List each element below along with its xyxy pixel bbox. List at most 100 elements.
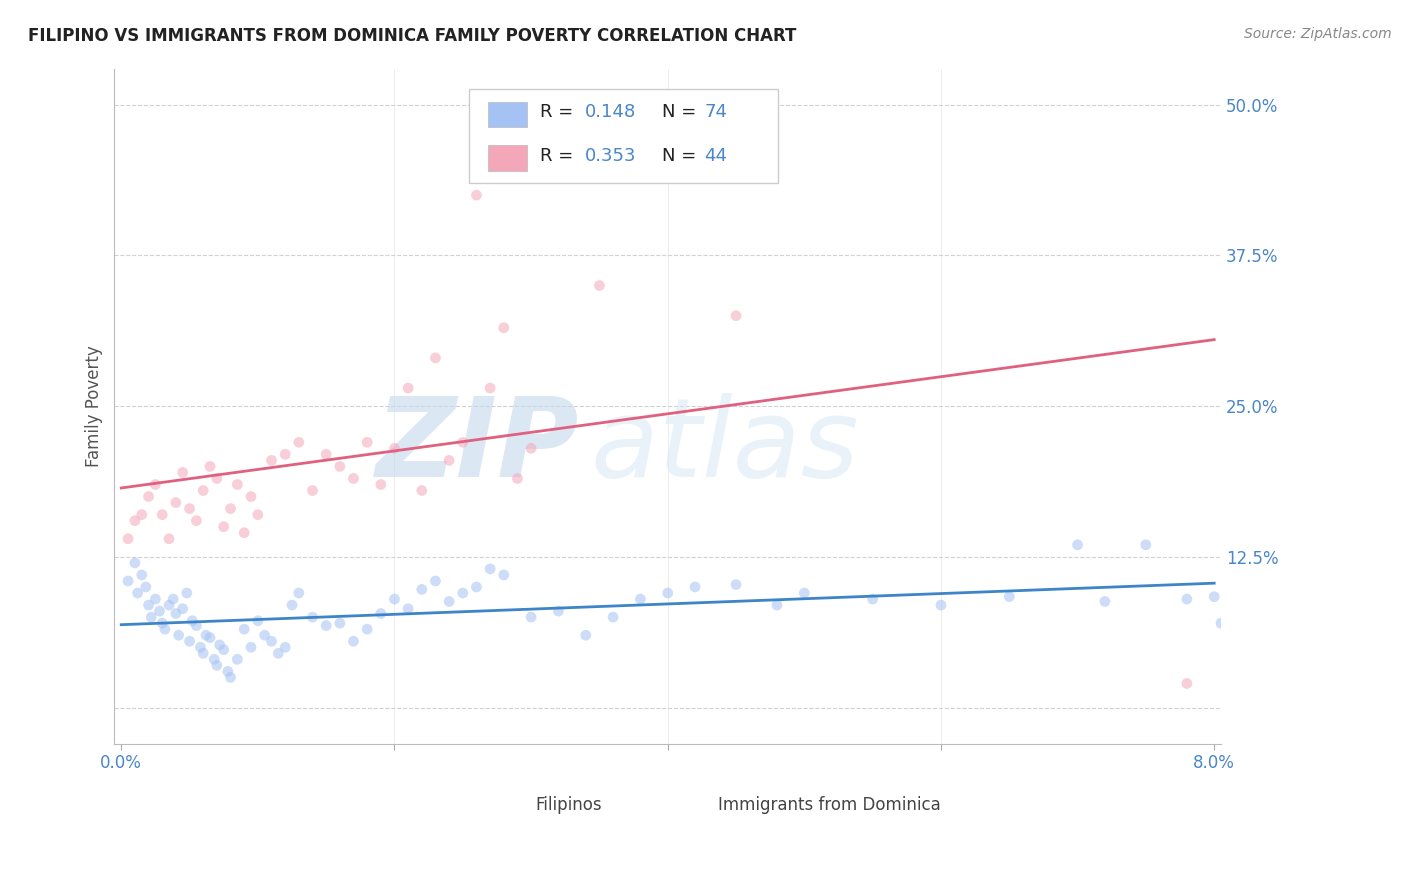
Point [520, 442, 543, 456]
Point [766, 598, 789, 612]
Point [396, 381, 419, 395]
Text: N =: N = [662, 103, 702, 121]
Point [451, 586, 474, 600]
Point [165, 495, 187, 509]
Point [506, 471, 529, 485]
Point [226, 477, 249, 491]
Point [1209, 616, 1232, 631]
Point [167, 628, 190, 642]
Point [190, 640, 212, 655]
Point [186, 618, 208, 632]
Point [342, 471, 364, 485]
Point [370, 607, 392, 621]
Point [212, 642, 235, 657]
Point [411, 582, 433, 597]
Bar [685, 791, 709, 811]
Point [1135, 538, 1157, 552]
Point [260, 453, 283, 467]
Point [217, 665, 239, 679]
Bar [488, 145, 527, 171]
Point [233, 525, 256, 540]
Point [425, 351, 447, 365]
Text: FILIPINO VS IMMIGRANTS FROM DOMINICA FAMILY POVERTY CORRELATION CHART: FILIPINO VS IMMIGRANTS FROM DOMINICA FAM… [28, 27, 796, 45]
Point [186, 514, 208, 528]
Bar [488, 102, 527, 128]
Point [315, 618, 337, 632]
Point [425, 574, 447, 588]
Point [127, 586, 149, 600]
Point [150, 616, 173, 631]
Point [683, 580, 706, 594]
Point [301, 483, 323, 498]
Point [274, 640, 297, 655]
Text: Source: ZipAtlas.com: Source: ZipAtlas.com [1244, 27, 1392, 41]
Point [1175, 676, 1198, 690]
Point [212, 519, 235, 533]
Point [148, 604, 170, 618]
Point [465, 188, 488, 202]
Text: N =: N = [662, 147, 702, 165]
Point [150, 508, 173, 522]
Text: R =: R = [540, 147, 579, 165]
Point [131, 508, 153, 522]
Point [657, 586, 679, 600]
Point [179, 501, 201, 516]
Point [226, 652, 249, 666]
Point [246, 508, 269, 522]
Point [172, 466, 194, 480]
Point [492, 568, 515, 582]
Point [274, 447, 297, 461]
Point [602, 610, 624, 624]
Point [165, 607, 187, 621]
Point [465, 580, 488, 594]
Point [288, 435, 311, 450]
Point [657, 145, 679, 160]
Point [176, 586, 198, 600]
Point [260, 634, 283, 648]
Text: 0.353: 0.353 [585, 147, 637, 165]
Text: Filipinos: Filipinos [534, 796, 602, 814]
Point [384, 442, 406, 456]
Point [145, 477, 167, 491]
Point [141, 610, 163, 624]
Point [138, 490, 160, 504]
Point [124, 556, 146, 570]
Point [124, 514, 146, 528]
Point [267, 646, 290, 660]
Text: R =: R = [540, 103, 579, 121]
Point [233, 622, 256, 636]
Bar [502, 791, 526, 811]
Point [724, 309, 747, 323]
Point [246, 614, 269, 628]
Point [1094, 594, 1116, 608]
Point [179, 634, 201, 648]
Point [356, 622, 378, 636]
Point [135, 580, 157, 594]
Text: atlas: atlas [591, 393, 859, 500]
Point [117, 532, 139, 546]
Point [370, 477, 392, 491]
Point [219, 501, 242, 516]
Point [929, 598, 952, 612]
Point [628, 592, 651, 607]
Point [288, 586, 311, 600]
Point [219, 670, 242, 684]
Point [329, 616, 352, 631]
Point [205, 471, 228, 485]
Point [998, 590, 1021, 604]
Text: 44: 44 [704, 147, 727, 165]
Point [1175, 592, 1198, 607]
FancyBboxPatch shape [468, 89, 779, 184]
Point [575, 628, 598, 642]
Point [193, 646, 215, 660]
Point [411, 483, 433, 498]
Point [384, 592, 406, 607]
Point [724, 577, 747, 591]
Point [547, 604, 569, 618]
Point [194, 628, 217, 642]
Point [315, 447, 337, 461]
Point [588, 278, 610, 293]
Point [198, 459, 221, 474]
Point [492, 320, 515, 334]
Point [793, 586, 815, 600]
